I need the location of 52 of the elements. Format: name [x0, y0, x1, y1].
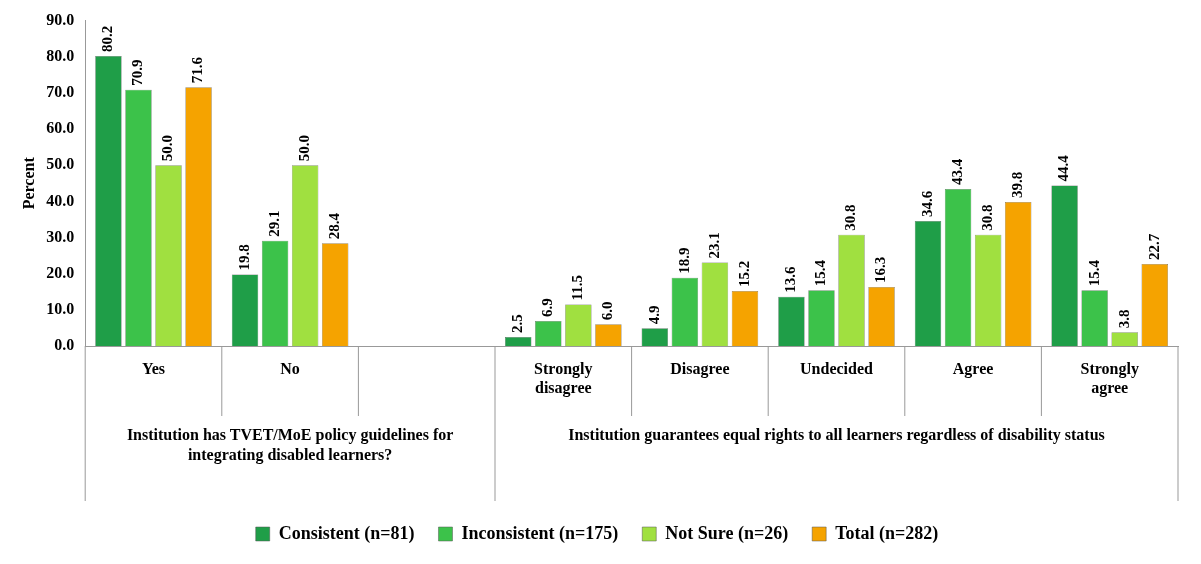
y-tick-label: 40.0 [46, 191, 75, 209]
y-axis-title: Percent [19, 156, 37, 210]
x-tick-label: Undecided [800, 359, 874, 377]
data-label: 15.4 [1085, 259, 1102, 287]
y-tick-label: 10.0 [46, 299, 75, 317]
data-label: 6.0 [599, 301, 616, 321]
y-tick-label: 80.0 [46, 46, 75, 64]
data-label: 4.9 [645, 305, 662, 325]
data-label: 80.2 [99, 25, 116, 53]
x-tick-label: Yes [141, 359, 166, 377]
data-label: 29.1 [265, 210, 282, 237]
x-tick-label: Disagree [670, 359, 730, 378]
y-tick-label: 30.0 [46, 227, 75, 245]
data-label: 18.9 [675, 247, 692, 274]
data-label: 43.4 [948, 158, 965, 186]
data-label: 6.9 [539, 298, 556, 318]
data-label: 34.6 [918, 190, 935, 217]
data-label: 2.5 [509, 314, 526, 333]
data-label: 30.8 [979, 204, 995, 231]
data-label: 13.6 [782, 266, 799, 293]
x-tick-label: No [280, 359, 300, 377]
data-label: 22.7 [1145, 233, 1162, 260]
y-tick-label: 70.0 [46, 83, 75, 101]
data-label: 19.8 [235, 244, 252, 271]
legend-label: Inconsistent (n=175) [461, 522, 619, 544]
x-tick-label: Strongly agree [1080, 359, 1139, 397]
legend-label: Total (n=282) [835, 522, 939, 544]
text: Institution has TVET/MoE policy guidelines for integrating disabled learners? [126, 426, 454, 465]
legend-label: Not Sure (n=26) [665, 522, 789, 544]
y-tick-label: 20.0 [46, 263, 75, 281]
x-tick-label: Agree [952, 359, 994, 378]
y-tick-label: 0.0 [54, 336, 75, 354]
data-label: 44.4 [1055, 154, 1072, 182]
data-label: 50.0 [296, 134, 312, 162]
text: Institution guarantees equal rights to all learners regardless of disability status [568, 426, 1105, 445]
y-tick-label: 60.0 [46, 119, 75, 137]
y-tick-label: 50.0 [46, 155, 75, 173]
data-label: 15.4 [812, 259, 829, 287]
data-label: 71.6 [189, 56, 206, 84]
data-label: 30.8 [842, 204, 859, 231]
data-label: 3.8 [1115, 309, 1132, 329]
y-tick-label: 90.0 [46, 10, 75, 28]
data-label: 23.1 [705, 232, 722, 259]
data-label: 39.8 [1009, 171, 1026, 199]
data-label: 11.5 [569, 274, 586, 301]
data-label: 28.4 [326, 212, 343, 240]
data-label: 50.0 [159, 134, 176, 162]
data-label: 15.2 [735, 260, 752, 288]
data-label: 70.9 [129, 59, 146, 86]
data-label: 16.3 [872, 256, 889, 284]
x-tick-label: Strongly disagree [534, 359, 593, 397]
legend-label: Consistent (n=81) [278, 522, 415, 544]
